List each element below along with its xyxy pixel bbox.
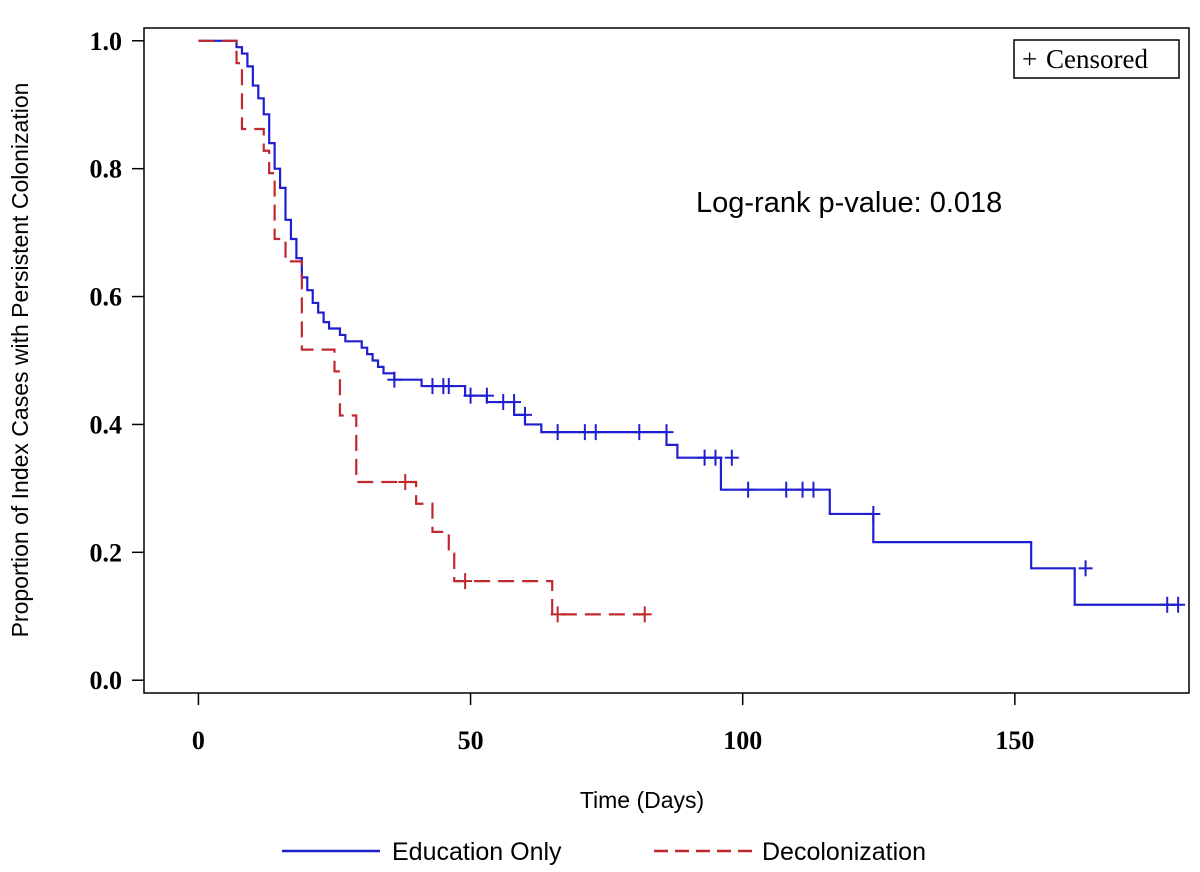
series-line-education-only [198, 39, 1179, 606]
censored-legend-box [1013, 39, 1180, 79]
censor-mark-education-only [387, 371, 402, 388]
y-tick-label: 0.6 [90, 283, 123, 312]
y-axis: 0.0 0.2 0.4 0.6 0.8 1.0 [90, 27, 144, 695]
censor-mark-education-only [724, 449, 739, 466]
censor-mark-education-only [806, 481, 821, 498]
x-tick-label: 0 [192, 726, 205, 755]
y-tick-label: 0.8 [90, 155, 123, 184]
x-axis: 0 50 100 150 [192, 693, 1034, 755]
censor-mark-education-only [1078, 560, 1093, 577]
censor-mark-education-only [632, 424, 647, 441]
x-tick-label: 150 [995, 726, 1034, 755]
y-axis-title: Proportion of Index Cases with Persisten… [7, 83, 33, 638]
censor-mark-education-only [779, 481, 794, 498]
log-rank-annotation: Log-rank p-value: 0.018 [696, 187, 1002, 219]
censor-mark-education-only [463, 387, 478, 404]
legend-label-education-only: Education Only [392, 838, 562, 866]
censor-mark-education-only [588, 424, 603, 441]
censored-legend: + Censored [1013, 39, 1180, 79]
censor-mark-education-only [1171, 596, 1186, 613]
legend-label-decolonization: Decolonization [762, 838, 926, 866]
series-legend: Education Only Decolonization [282, 838, 926, 866]
censor-mark-education-only [507, 394, 522, 411]
censor-mark-education-only [866, 505, 881, 522]
censor-mark-education-only [479, 387, 494, 404]
censored-legend-label: Censored [1046, 44, 1148, 74]
y-tick-label: 1.0 [90, 27, 123, 56]
censored-legend-symbol: + [1022, 44, 1037, 74]
censor-mark-education-only [550, 424, 565, 441]
censor-mark-education-only [708, 449, 723, 466]
censor-mark-decolonization [550, 606, 565, 623]
censor-mark-decolonization [458, 573, 473, 590]
censor-mark-decolonization [637, 606, 652, 623]
plot-frame [143, 27, 1190, 694]
censor-mark-education-only [741, 481, 756, 498]
censor-mark-education-only [441, 378, 456, 395]
x-axis-title: Time (Days) [580, 787, 704, 813]
censor-mark-decolonization [398, 473, 413, 490]
y-tick-label: 0.0 [90, 666, 123, 695]
series-layer [198, 39, 1186, 623]
censor-mark-education-only [659, 424, 674, 441]
series-line-decolonization [198, 39, 645, 616]
x-tick-label: 100 [723, 726, 762, 755]
y-tick-label: 0.2 [90, 538, 123, 567]
y-tick-label: 0.4 [90, 410, 123, 439]
censor-mark-education-only [517, 406, 532, 423]
x-tick-label: 50 [458, 726, 484, 755]
